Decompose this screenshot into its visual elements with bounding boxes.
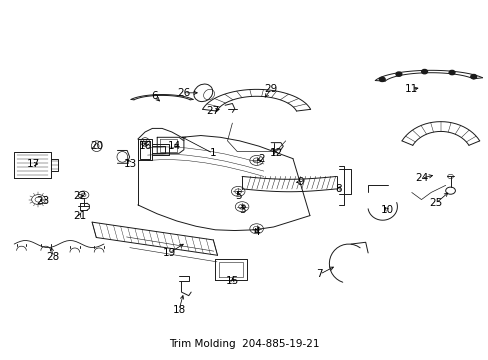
Text: 1: 1 bbox=[209, 148, 216, 158]
Text: 6: 6 bbox=[151, 91, 158, 102]
Circle shape bbox=[421, 69, 427, 74]
Text: 4: 4 bbox=[253, 226, 260, 237]
Text: 18: 18 bbox=[172, 305, 185, 315]
Text: 17: 17 bbox=[27, 159, 40, 169]
Text: 24: 24 bbox=[414, 173, 427, 183]
Text: 19: 19 bbox=[163, 248, 176, 258]
Text: 28: 28 bbox=[46, 252, 60, 261]
Text: 14: 14 bbox=[167, 141, 181, 151]
Text: 16: 16 bbox=[138, 141, 151, 151]
Text: 22: 22 bbox=[73, 191, 86, 201]
Text: 12: 12 bbox=[269, 148, 282, 158]
Text: 25: 25 bbox=[428, 198, 442, 208]
Circle shape bbox=[448, 71, 454, 75]
Text: 26: 26 bbox=[177, 88, 190, 98]
Text: 10: 10 bbox=[380, 205, 393, 215]
Text: 11: 11 bbox=[405, 84, 418, 94]
Text: 5: 5 bbox=[235, 191, 242, 201]
Text: 13: 13 bbox=[123, 159, 137, 169]
Text: Trim Molding  204-885-19-21: Trim Molding 204-885-19-21 bbox=[169, 339, 319, 350]
Text: 21: 21 bbox=[73, 211, 86, 221]
Text: 29: 29 bbox=[264, 84, 277, 94]
Text: 15: 15 bbox=[225, 276, 239, 287]
Text: 3: 3 bbox=[238, 205, 245, 215]
Text: 2: 2 bbox=[258, 154, 264, 164]
Text: 27: 27 bbox=[206, 105, 219, 116]
Text: 9: 9 bbox=[296, 177, 303, 187]
Text: 20: 20 bbox=[90, 141, 103, 151]
Circle shape bbox=[379, 77, 385, 81]
Text: 8: 8 bbox=[335, 184, 342, 194]
Text: 7: 7 bbox=[316, 269, 322, 279]
Text: 23: 23 bbox=[37, 196, 50, 206]
Circle shape bbox=[470, 75, 476, 79]
Circle shape bbox=[395, 72, 401, 76]
